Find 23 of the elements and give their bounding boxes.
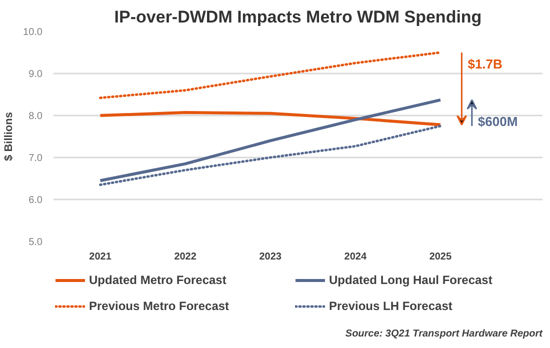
y-tick-label: 6.0	[28, 195, 43, 206]
line-series	[98, 111, 442, 126]
x-tick-label: 2025	[429, 252, 452, 262]
annotation: $1.7B	[468, 56, 502, 72]
y-tick-label: 7.0	[28, 153, 43, 164]
line-series	[98, 98, 442, 182]
x-tick-label: 2023	[259, 252, 282, 262]
y-tick-label: 10.0	[23, 27, 43, 38]
x-tick-label: 2021	[89, 252, 112, 262]
y-tick-label: 9.0	[28, 69, 43, 80]
legend-label: Previous LH Forecast	[329, 299, 454, 313]
y-axis-title: $ Billions	[3, 112, 16, 161]
x-tick-label: 2024	[344, 252, 367, 262]
chart-title: IP-over-DWDM Impacts Metro WDM Spending	[114, 8, 482, 26]
legend-label: Updated Long Haul Forecast	[329, 273, 494, 287]
source-note: Source: 3Q21 Transport Hardware Report	[345, 328, 544, 340]
x-tick-label: 2022	[174, 252, 197, 262]
y-tick-label: 8.0	[28, 111, 43, 122]
legend-label: Updated Metro Forecast	[89, 273, 228, 287]
y-tick-label: 5.0	[28, 237, 43, 248]
legend-label: Previous Metro Forecast	[89, 299, 230, 313]
line-series	[99, 51, 442, 100]
annotation: $600M	[478, 114, 518, 129]
